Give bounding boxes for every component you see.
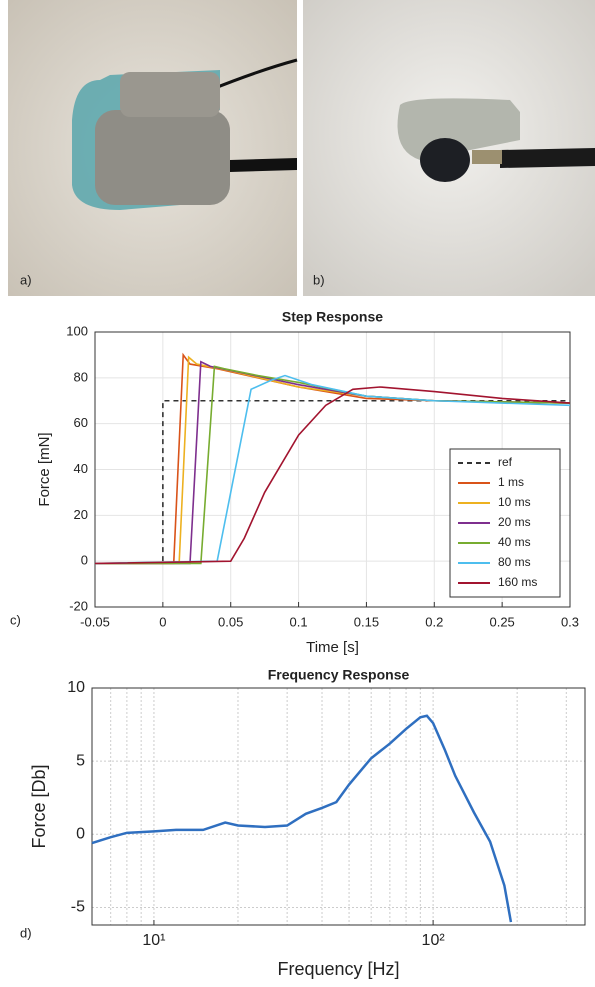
y-tick-label: 60 (74, 415, 88, 430)
x-tick-label: 0.2 (425, 614, 443, 629)
panel-label: c) (10, 612, 21, 627)
legend-label: 10 ms (498, 495, 531, 509)
x-tick-label: 0 (159, 614, 166, 629)
x-tick-label: 10¹ (142, 932, 165, 949)
x-tick-label: -0.05 (80, 614, 110, 629)
legend-label: 20 ms (498, 515, 531, 529)
chart-title: Step Response (282, 309, 383, 325)
line (94, 386, 571, 565)
panel-label: b) (313, 272, 325, 287)
y-tick-label: 80 (74, 369, 88, 384)
y-tick-label: 40 (74, 461, 88, 476)
panel-label: a) (20, 272, 32, 287)
y-tick-label: 100 (66, 323, 88, 338)
y-tick-label: 20 (74, 507, 88, 522)
line (94, 374, 571, 565)
legend-label: ref (498, 455, 513, 469)
plot-frame (91, 687, 586, 926)
y-axis-label: Force [Db] (29, 764, 49, 848)
y-tick-label: -5 (71, 899, 85, 916)
y-tick-label: 0 (81, 553, 88, 568)
y-tick-label: -20 (69, 598, 88, 613)
panel-label: d) (20, 925, 32, 940)
legend-label: 40 ms (498, 535, 531, 549)
x-tick-label: 0.3 (561, 614, 579, 629)
y-axis-label: Force [mN] (36, 432, 53, 506)
plot-area (92, 688, 585, 925)
line (91, 714, 513, 923)
legend-label: 1 ms (498, 475, 524, 489)
legend-label: 160 ms (498, 575, 537, 589)
photo-a (8, 0, 298, 296)
x-axis-label: Time [s] (306, 639, 359, 656)
y-tick-label: 0 (76, 826, 85, 843)
y-tick-label: 5 (76, 752, 85, 769)
x-tick-label: 0.25 (489, 614, 514, 629)
y-tick-label: 10 (67, 679, 85, 696)
x-tick-label: 0.1 (290, 614, 308, 629)
x-tick-label: 0.15 (354, 614, 379, 629)
photo-b (303, 0, 595, 296)
x-tick-label: 10² (422, 932, 446, 949)
legend-label: 80 ms (498, 555, 531, 569)
x-axis-label: Frequency [Hz] (277, 959, 399, 979)
x-tick-label: 0.05 (218, 614, 243, 629)
plot-frame (94, 331, 571, 608)
chart-title: Frequency Response (268, 667, 410, 683)
